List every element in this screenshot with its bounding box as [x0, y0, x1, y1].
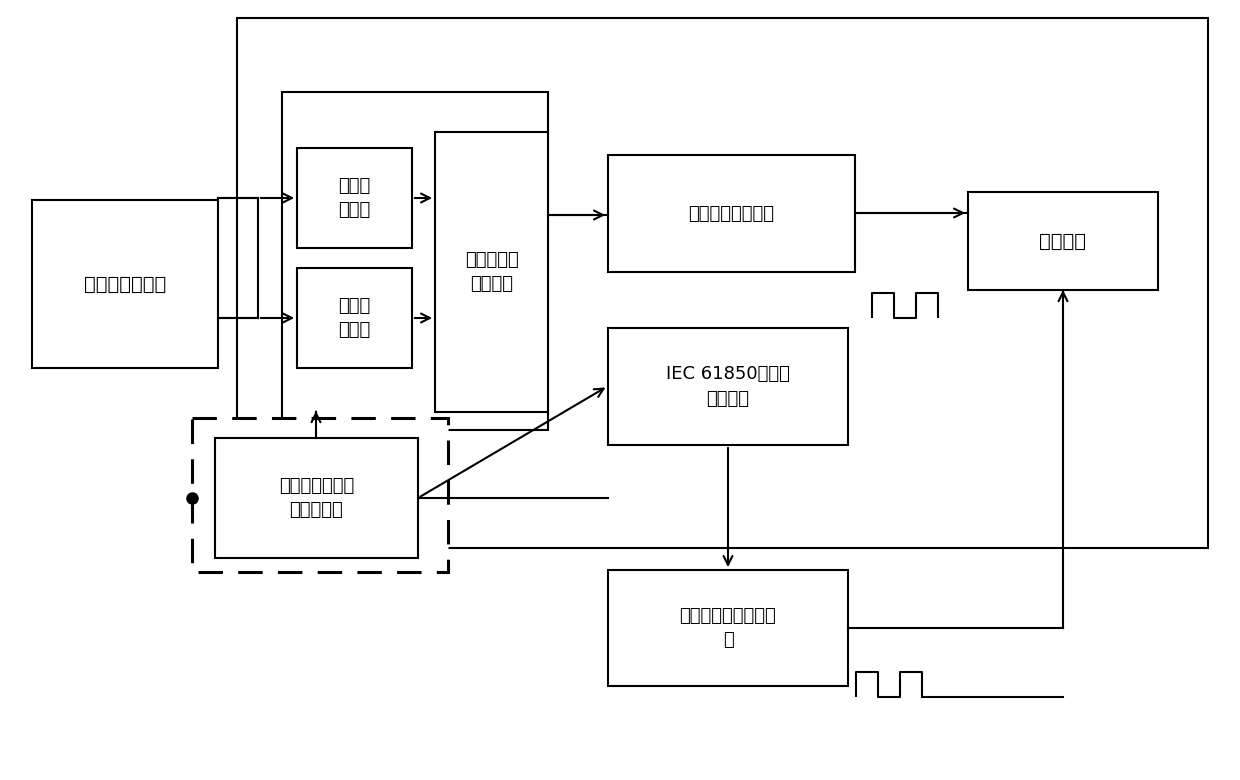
Text: IEC 61850通信协
议生成器: IEC 61850通信协 议生成器 — [666, 365, 790, 408]
Text: 交流量子电压信
号发生装置: 交流量子电压信 号发生装置 — [279, 477, 355, 519]
Bar — [32, 200, 218, 368]
Text: 被检数字电能计量仪
器: 被检数字电能计量仪 器 — [680, 607, 776, 650]
Bar — [608, 155, 856, 272]
Text: 高精度模数
采样系统: 高精度模数 采样系统 — [465, 250, 518, 293]
Text: 电压比
例变据: 电压比 例变据 — [339, 176, 371, 219]
Bar — [608, 328, 848, 445]
Text: 模拟交流功率源: 模拟交流功率源 — [84, 275, 166, 293]
Bar — [281, 92, 548, 430]
Bar — [435, 132, 548, 412]
Bar — [215, 438, 418, 558]
Text: 电流比
例变据: 电流比 例变据 — [339, 296, 371, 339]
Bar — [608, 570, 848, 686]
Text: 误差计算: 误差计算 — [1039, 232, 1086, 250]
Bar — [298, 148, 412, 248]
Bar — [192, 418, 448, 572]
Bar — [968, 192, 1158, 290]
Bar — [298, 268, 412, 368]
Text: 模拟功率采样模块: 模拟功率采样模块 — [688, 204, 775, 222]
Bar — [237, 18, 1208, 548]
